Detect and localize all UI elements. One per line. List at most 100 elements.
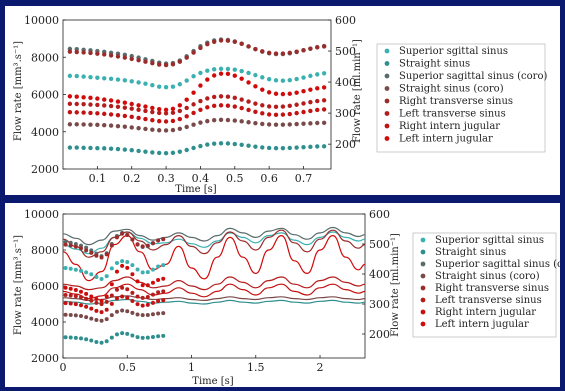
- top-data-point: [315, 72, 320, 77]
- top-data-point: [102, 123, 107, 128]
- top-data-point: [95, 111, 100, 116]
- bottom-data-point: [99, 255, 104, 260]
- top-data-point: [108, 112, 114, 117]
- bottom-y-axis-label: Flow rate [mm³.s⁻¹]: [13, 235, 24, 335]
- bottom-data-point: [89, 338, 94, 343]
- bottom-data-point: [114, 235, 119, 240]
- bottom-legend-marker: [420, 273, 426, 279]
- top-right-tick-label: 500: [335, 45, 356, 58]
- bottom-data-point: [94, 339, 99, 344]
- bottom-data-point: [150, 312, 155, 317]
- top-legend-marker: [384, 48, 390, 54]
- bottom-data-point: [84, 291, 89, 296]
- bottom-right-tick-label: 500: [369, 238, 390, 251]
- top-data-point: [205, 68, 210, 73]
- top-data-point: [225, 141, 231, 146]
- top-data-point: [74, 145, 79, 150]
- top-data-point: [253, 120, 258, 126]
- top-legend-marker: [384, 111, 390, 116]
- bottom-data-point: [125, 331, 130, 336]
- bottom-data-point: [135, 335, 140, 340]
- top-data-point: [143, 59, 148, 64]
- top-data-point: [95, 51, 100, 56]
- bottom-data-point: [89, 298, 94, 303]
- top-data-point: [136, 80, 141, 85]
- top-data-point: [81, 95, 86, 100]
- bottom-data-point: [109, 335, 114, 340]
- top-data-point: [136, 115, 141, 121]
- top-data-point: [280, 122, 286, 127]
- top-data-point: [95, 102, 100, 108]
- top-data-point: [122, 147, 128, 152]
- bottom-legend-marker: [420, 249, 426, 255]
- top-data-point: [308, 108, 313, 114]
- top-legend-entry: Superior sgittal sinus: [399, 46, 508, 57]
- bottom-data-point: [125, 295, 130, 300]
- bottom-legend-entry: Superior sagittal sinus (coro): [435, 259, 560, 270]
- top-data-point: [163, 128, 169, 133]
- bottom-series-line: [62, 234, 366, 282]
- bottom-data-point: [68, 266, 73, 271]
- bottom-data-point: [161, 263, 166, 268]
- top-data-point: [198, 45, 203, 51]
- bottom-data-point: [109, 293, 114, 298]
- top-data-point: [122, 124, 128, 129]
- bottom-data-point: [145, 270, 150, 275]
- bottom-data-point: [130, 310, 135, 315]
- top-data-point: [88, 50, 93, 56]
- bottom-series-line: [62, 295, 366, 302]
- top-data-point: [266, 104, 272, 109]
- bottom-legend-marker: [420, 285, 426, 291]
- bottom-data-point: [156, 334, 161, 339]
- top-y-tick-label: 2000: [31, 163, 59, 176]
- top-legend-entry: Left intern jugular: [399, 134, 493, 145]
- top-data-point: [184, 105, 189, 111]
- bottom-data-point: [63, 301, 68, 306]
- top-right-tick-label: 400: [335, 76, 356, 89]
- bottom-data-point: [63, 242, 68, 247]
- top-legend-entry: Straight sinus: [399, 59, 470, 70]
- top-data-point: [315, 107, 320, 113]
- bottom-data-point: [63, 293, 68, 297]
- top-x-tick-label: 0.2: [123, 172, 141, 185]
- bottom-data-point: [63, 312, 68, 317]
- bottom-series-line: [62, 298, 366, 305]
- top-data-point: [122, 113, 128, 119]
- bottom-data-point: [73, 302, 78, 307]
- top-data-point: [280, 51, 286, 56]
- top-data-point: [280, 112, 286, 117]
- bottom-data-point: [145, 302, 150, 307]
- bottom-data-point: [73, 335, 78, 340]
- top-data-point: [294, 49, 299, 54]
- top-data-point: [74, 101, 79, 107]
- bottom-data-point: [114, 269, 119, 274]
- top-data-point: [232, 95, 237, 101]
- top-data-point: [177, 149, 183, 154]
- bottom-data-point: [114, 309, 119, 314]
- top-data-point: [246, 143, 251, 148]
- top-data-point: [191, 50, 196, 55]
- top-data-point: [266, 122, 272, 127]
- top-data-point: [157, 118, 162, 124]
- top-right-tick-label: 600: [335, 14, 356, 27]
- top-data-point: [205, 96, 210, 101]
- top-data-point: [108, 123, 114, 128]
- bottom-data-point: [135, 242, 140, 247]
- top-data-point: [239, 68, 244, 74]
- bottom-data-point: [104, 274, 109, 279]
- bottom-data-point: [84, 315, 89, 320]
- bottom-data-point: [68, 312, 73, 317]
- top-data-point: [315, 144, 320, 149]
- top-data-point: [260, 49, 265, 54]
- bottom-data-point: [161, 276, 166, 281]
- bottom-right-tick-label: 600: [369, 208, 390, 221]
- top-data-point: [136, 107, 141, 112]
- top-data-point: [287, 77, 292, 83]
- bottom-data-point: [156, 290, 161, 295]
- top-x-axis-label: Time [s]: [175, 184, 216, 195]
- bottom-data-point: [150, 334, 155, 339]
- top-data-point: [198, 83, 203, 88]
- bottom-legend-marker: [420, 297, 426, 303]
- top-data-point: [108, 98, 114, 103]
- top-data-point: [308, 144, 313, 150]
